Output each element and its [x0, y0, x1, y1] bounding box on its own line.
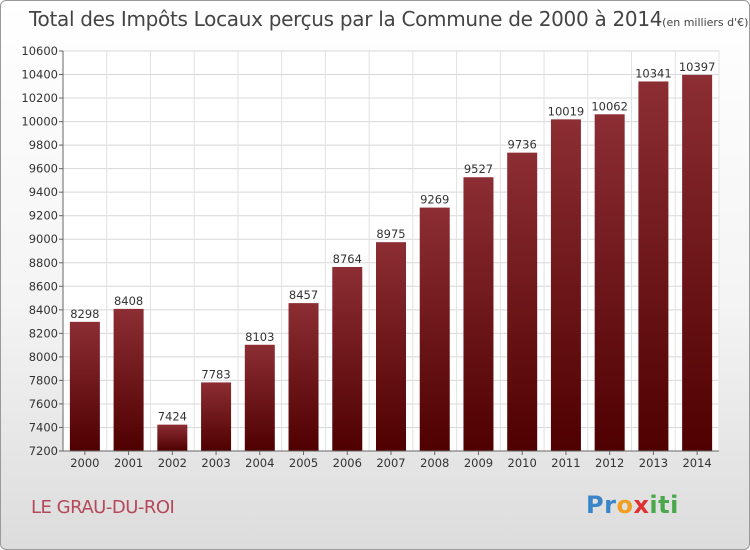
logo-letter: t	[658, 491, 671, 519]
y-tick-label: 10200	[21, 91, 58, 105]
data-label: 8764	[333, 252, 362, 266]
x-tick-label: 2010	[508, 456, 537, 470]
bar-2009	[463, 177, 494, 451]
y-tick-label: 9600	[29, 162, 58, 176]
y-tick-label: 10000	[21, 115, 58, 129]
y-tick-label: 7600	[29, 397, 58, 411]
chart-unit-label: (en milliers d'€)	[662, 16, 749, 29]
y-tick-label: 8400	[29, 303, 58, 317]
bar-2013	[638, 81, 669, 452]
x-tick-label: 2011	[551, 456, 580, 470]
bar-2012	[594, 114, 625, 451]
bar-2007	[376, 242, 406, 451]
x-tick-label: 2007	[376, 456, 405, 470]
y-tick-label: 7400	[29, 420, 58, 434]
y-tick-label: 10600	[21, 44, 58, 58]
data-label: 10062	[591, 99, 628, 113]
data-label: 8298	[70, 307, 99, 321]
x-tick-label: 2014	[682, 456, 711, 470]
bar-2003	[201, 382, 232, 451]
y-tick-label: 7800	[29, 373, 58, 387]
x-tick-label: 2006	[333, 456, 362, 470]
x-tick-label: 2009	[464, 456, 493, 470]
y-tick-label: 7200	[29, 444, 58, 458]
y-tick-label: 8000	[29, 350, 58, 364]
logo-letter: P	[586, 491, 605, 519]
y-tick-label: 8200	[29, 326, 58, 340]
chart-title-text: Total des Impôts Locaux perçus par la Co…	[29, 7, 663, 31]
data-label: 9736	[508, 138, 537, 152]
axes	[59, 50, 719, 455]
proxiti-logo: Proxiti	[586, 491, 679, 519]
x-tick-labels: 2000 2001 2002 2003 2004 2005 2006 2007 2008 2009…	[70, 456, 712, 470]
bar-2004	[244, 344, 275, 451]
x-tick-label: 2001	[114, 456, 143, 470]
bar-2008	[419, 207, 450, 451]
data-label: 9527	[464, 162, 493, 176]
bar-2010	[507, 152, 538, 451]
x-tick-label: 2000	[70, 456, 99, 470]
data-label: 7783	[201, 367, 230, 381]
bar-2006	[332, 267, 363, 451]
logo-letter: o	[616, 491, 634, 519]
bar-2011	[550, 119, 581, 452]
data-label: 10341	[635, 66, 672, 80]
bar-2001	[113, 308, 144, 451]
y-tick-labels: 7200 7400 7600 7800 8000 8200 8400 8600 8800 9000…	[21, 44, 58, 458]
data-label: 9269	[420, 193, 449, 207]
data-label: 8975	[376, 227, 405, 241]
y-tick-label: 9200	[29, 209, 58, 223]
x-tick-label: 2002	[158, 456, 187, 470]
data-label: 8457	[289, 288, 318, 302]
x-tick-label: 2004	[245, 456, 274, 470]
x-tick-label: 2013	[639, 456, 668, 470]
bar-2002	[157, 424, 188, 451]
bars	[69, 74, 713, 452]
chart-title: Total des Impôts Locaux perçus par la Co…	[29, 7, 748, 31]
bar-2014	[682, 74, 713, 451]
logo-letter: r	[604, 491, 617, 519]
x-tick-label: 2012	[595, 456, 624, 470]
y-tick-label: 9400	[29, 185, 58, 199]
x-tick-label: 2005	[289, 456, 318, 470]
bar-2005	[288, 303, 319, 451]
data-label: 8103	[245, 330, 274, 344]
y-tick-label: 9800	[29, 138, 58, 152]
bar-2000	[69, 321, 100, 451]
y-tick-label: 8800	[29, 256, 58, 270]
data-label: 8408	[114, 294, 143, 308]
data-label: 10397	[679, 60, 716, 74]
x-tick-label: 2003	[201, 456, 230, 470]
x-tick-label: 2008	[420, 456, 449, 470]
logo-letter: i	[670, 491, 679, 519]
y-tick-label: 8600	[29, 279, 58, 293]
y-tick-label: 10400	[21, 68, 58, 82]
data-labels: 8298 8408 7424 7783 8103 8457 8764 8975 9269 9527…	[70, 60, 715, 424]
y-tick-label: 9000	[29, 232, 58, 246]
data-label: 10019	[548, 104, 585, 118]
logo-letter: x	[633, 491, 650, 519]
logo-letter: i	[649, 491, 659, 519]
commune-name: LE GRAU-DU-ROI	[31, 497, 175, 518]
data-label: 7424	[158, 410, 187, 424]
